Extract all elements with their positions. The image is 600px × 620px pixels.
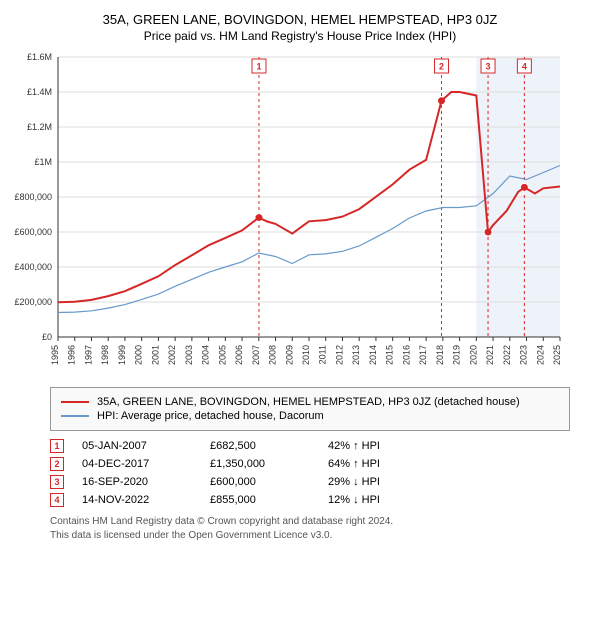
price-chart: £0 £200,000 £400,000 £600,000 £800,000 £1M £1.… [10, 49, 570, 379]
svg-text:4: 4 [522, 62, 527, 72]
sale-pct: 12% ↓ HPI [328, 494, 418, 506]
svg-text:2010: 2010 [301, 345, 311, 365]
svg-text:2015: 2015 [385, 345, 395, 365]
footer: Contains HM Land Registry data © Crown c… [50, 515, 570, 542]
svg-text:2003: 2003 [184, 345, 194, 365]
svg-text:2009: 2009 [284, 345, 294, 365]
svg-text:2004: 2004 [201, 345, 211, 365]
svg-text:£600,000: £600,000 [14, 227, 52, 237]
svg-text:2025: 2025 [552, 345, 562, 365]
sales-row: 2 04-DEC-2017 £1,350,000 64% ↑ HPI [50, 455, 570, 473]
svg-text:£1M: £1M [34, 157, 52, 167]
svg-text:£1.6M: £1.6M [27, 52, 52, 62]
sale-pct: 64% ↑ HPI [328, 458, 418, 470]
svg-text:2016: 2016 [401, 345, 411, 365]
svg-text:2019: 2019 [452, 345, 462, 365]
footer-line2: This data is licensed under the Open Gov… [50, 529, 570, 543]
svg-text:2012: 2012 [334, 345, 344, 365]
sale-price: £682,500 [210, 440, 310, 452]
chart-title: 35A, GREEN LANE, BOVINGDON, HEMEL HEMPST… [10, 12, 590, 27]
svg-text:£1.4M: £1.4M [27, 87, 52, 97]
svg-text:2011: 2011 [318, 345, 328, 364]
page-container: 35A, GREEN LANE, BOVINGDON, HEMEL HEMPST… [0, 0, 600, 620]
svg-text:2013: 2013 [351, 345, 361, 365]
legend-label-hpi: HPI: Average price, detached house, Daco… [97, 410, 324, 422]
sale-price: £600,000 [210, 476, 310, 488]
svg-text:2018: 2018 [435, 345, 445, 365]
svg-text:2008: 2008 [268, 345, 278, 365]
svg-text:£400,000: £400,000 [14, 262, 52, 272]
svg-text:2017: 2017 [418, 345, 428, 365]
footer-line1: Contains HM Land Registry data © Crown c… [50, 515, 570, 529]
legend: 35A, GREEN LANE, BOVINGDON, HEMEL HEMPST… [50, 387, 570, 431]
svg-text:2002: 2002 [167, 345, 177, 365]
legend-swatch-hpi [61, 415, 89, 416]
svg-text:2001: 2001 [150, 345, 160, 365]
svg-text:£1.2M: £1.2M [27, 122, 52, 132]
svg-text:2014: 2014 [368, 345, 378, 365]
sales-table: 1 05-JAN-2007 £682,500 42% ↑ HPI 2 04-DEC-201… [50, 437, 570, 509]
sales-row: 4 14-NOV-2022 £855,000 12% ↓ HPI [50, 491, 570, 509]
svg-text:2021: 2021 [485, 345, 495, 365]
svg-text:2020: 2020 [468, 345, 478, 365]
sale-date: 05-JAN-2007 [82, 440, 192, 452]
sales-row: 3 16-SEP-2020 £600,000 29% ↓ HPI [50, 473, 570, 491]
legend-label-subject: 35A, GREEN LANE, BOVINGDON, HEMEL HEMPST… [97, 396, 520, 408]
sale-marker-icon: 1 [50, 439, 64, 453]
legend-row-subject: 35A, GREEN LANE, BOVINGDON, HEMEL HEMPST… [61, 396, 559, 408]
sales-row: 1 05-JAN-2007 £682,500 42% ↑ HPI [50, 437, 570, 455]
svg-text:2024: 2024 [535, 345, 545, 365]
svg-text:2022: 2022 [502, 345, 512, 365]
sale-date: 04-DEC-2017 [82, 458, 192, 470]
legend-swatch-subject [61, 401, 89, 403]
svg-text:2006: 2006 [234, 345, 244, 365]
legend-row-hpi: HPI: Average price, detached house, Daco… [61, 410, 559, 422]
chart-area: £0 £200,000 £400,000 £600,000 £800,000 £1M £1.… [10, 49, 590, 379]
chart-subtitle: Price paid vs. HM Land Registry's House … [10, 29, 590, 43]
sale-marker-icon: 3 [50, 475, 64, 489]
svg-text:2005: 2005 [217, 345, 227, 365]
svg-text:1995: 1995 [50, 345, 60, 365]
sale-pct: 42% ↑ HPI [328, 440, 418, 452]
svg-text:£0: £0 [42, 332, 52, 342]
svg-text:3: 3 [486, 62, 491, 72]
svg-text:2000: 2000 [134, 345, 144, 365]
sale-date: 14-NOV-2022 [82, 494, 192, 506]
sale-marker-icon: 4 [50, 493, 64, 507]
svg-text:1999: 1999 [117, 345, 127, 365]
svg-text:1: 1 [256, 62, 261, 72]
svg-text:2: 2 [439, 62, 444, 72]
svg-text:1996: 1996 [67, 345, 77, 365]
sale-marker-icon: 2 [50, 457, 64, 471]
svg-text:1997: 1997 [83, 345, 93, 365]
sale-pct: 29% ↓ HPI [328, 476, 418, 488]
svg-text:2007: 2007 [251, 345, 261, 365]
sale-price: £855,000 [210, 494, 310, 506]
svg-text:£800,000: £800,000 [14, 192, 52, 202]
svg-text:1998: 1998 [100, 345, 110, 365]
svg-text:£200,000: £200,000 [14, 297, 52, 307]
sale-price: £1,350,000 [210, 458, 310, 470]
sale-date: 16-SEP-2020 [82, 476, 192, 488]
svg-text:2023: 2023 [519, 345, 529, 365]
